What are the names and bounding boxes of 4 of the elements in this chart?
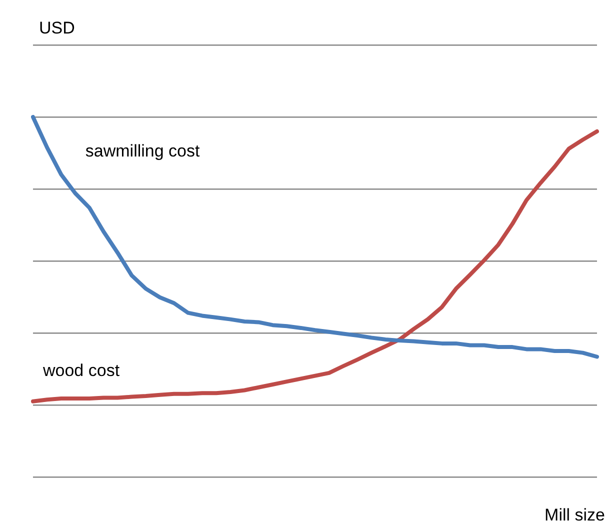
series-label: wood cost	[42, 361, 120, 380]
y-axis-title: USD	[39, 18, 75, 38]
x-axis-title: Mill size	[544, 506, 605, 525]
series-label: sawmilling cost	[85, 141, 200, 160]
